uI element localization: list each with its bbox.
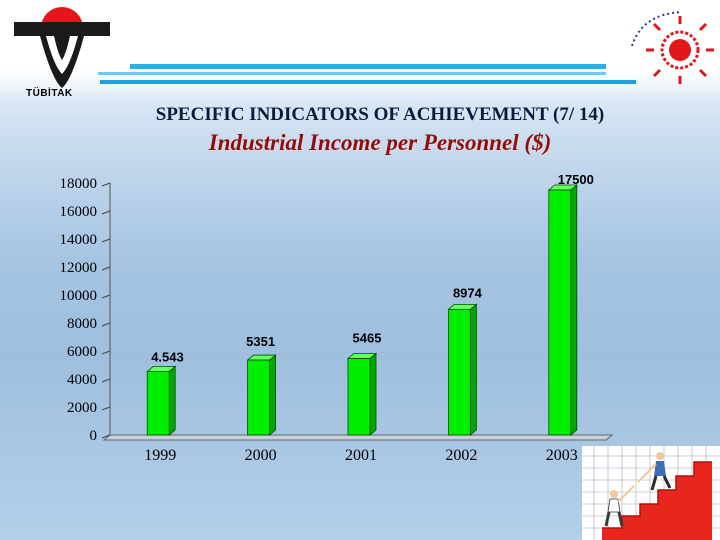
y-tick-label: 4000 [67,372,97,388]
bar [547,184,578,436]
y-tick-label: 6000 [67,344,97,360]
y-axis-ticks: 0 2000 4000 6000 8000 10000 12000 14000 16000 180… [60,176,111,444]
y-tick-mark [101,266,111,271]
bar [146,365,177,436]
y-tick-mark [101,182,111,187]
bar-front [548,189,572,436]
y-tick-label: 18000 [60,176,98,192]
bar-side [570,184,578,436]
y-tick-mark [101,434,111,439]
chart-floor [102,434,614,441]
x-tick-label: 2000 [245,447,277,464]
slide-title: SPECIFIC INDICATORS OF ACHIEVEMENT (7/ 1… [155,104,605,125]
y-tick-mark [101,350,111,355]
data-labels: 4.543 5351 5465 8974 17500 [151,172,594,364]
bar-side [469,303,477,436]
y-tick-mark [101,238,111,243]
header-accent-line [130,64,606,69]
bar [447,303,478,436]
header-accent-line [100,80,636,84]
y-tick-label: 12000 [60,260,98,276]
x-tick-label: 2003 [546,447,578,464]
y-tick-mark [101,322,111,327]
bar-front [447,308,471,436]
y-tick-mark [101,210,111,215]
x-axis-labels: 1999 2000 2001 2002 2003 [144,447,578,464]
chart-title: Industrial Income per Personnel ($) [208,130,552,155]
logo-text: TÜBİTAK [26,88,73,99]
bar [346,352,378,436]
chart-bars [146,184,578,436]
x-tick-label: 2002 [445,447,477,464]
data-label: 5351 [246,334,275,349]
bar-side [168,365,176,436]
bar-side [369,352,377,436]
bar [246,354,277,436]
y-tick-label: 8000 [67,316,97,332]
y-tick-label: 0 [90,428,98,444]
teamwork-climbing-clipart [582,446,720,540]
data-label: 17500 [558,172,594,187]
y-tick-label: 14000 [60,232,98,248]
tubitak-logo [14,7,110,88]
y-tick-label: 10000 [60,288,98,304]
data-label: 8974 [453,285,483,300]
bar-front [146,370,170,436]
y-tick-mark [101,406,111,411]
bar-front [347,358,371,436]
y-tick-label: 2000 [67,400,97,416]
y-tick-mark [101,378,111,383]
x-tick-label: 1999 [144,447,176,464]
y-tick-label: 16000 [60,204,98,220]
x-tick-label: 2001 [345,447,377,464]
data-label: 4.543 [151,349,184,364]
header-accent-line [98,72,606,75]
data-label: 5465 [353,330,382,345]
y-tick-mark [101,294,111,299]
chart-floor-plane [102,434,614,441]
bar-front [247,359,271,436]
sun-emblem-logo [631,11,714,84]
bar-side [269,354,277,436]
